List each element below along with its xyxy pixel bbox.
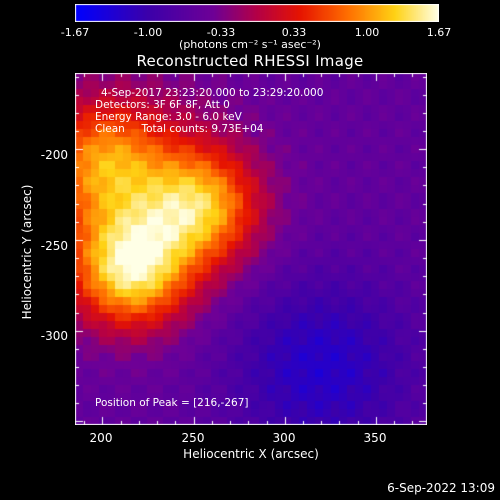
- x-tick-label: 350: [363, 431, 387, 445]
- annotation-peak-position: Position of Peak = [216,-267]: [95, 397, 249, 409]
- x-tick-label: 250: [181, 431, 205, 445]
- x-tick-label: 300: [272, 431, 296, 445]
- y-tick-label: -200: [40, 148, 68, 162]
- colorbar-tick: 1.00: [354, 26, 380, 39]
- annotation-time-range: 4-Sep-2017 23:23:20.000 to 23:29:20.000: [101, 87, 324, 99]
- colorbar-units: (photons cm⁻² s⁻¹ asec⁻²): [179, 38, 321, 51]
- annotation-counts: Clean Total counts: 9.73E+04: [95, 123, 264, 135]
- chart-title: Reconstructed RHESSI Image: [136, 52, 364, 70]
- colorbar-tick: -1.00: [133, 26, 163, 39]
- colorbar-tick: -1.67: [60, 26, 90, 39]
- x-tick-label: 200: [89, 431, 113, 445]
- heatmap-image: [75, 73, 427, 425]
- colorbar: [75, 4, 439, 22]
- plot-datestamp: 6-Sep-2022 13:09: [387, 481, 495, 495]
- colorbar-tick: 0.33: [281, 26, 307, 39]
- x-axis-label: Heliocentric X (arcsec): [183, 447, 319, 461]
- annotation-energy-range: Energy Range: 3.0 - 6.0 keV: [95, 111, 242, 123]
- y-tick-label: -250: [40, 239, 68, 253]
- colorbar-tick: -0.33: [206, 26, 236, 39]
- colorbar-tick: 1.67: [426, 26, 452, 39]
- annotation-detectors: Detectors: 3F 6F 8F, Att 0: [95, 99, 230, 111]
- y-tick-label: -300: [40, 329, 68, 343]
- y-axis-label: Heliocentric Y (arcsec): [20, 184, 34, 320]
